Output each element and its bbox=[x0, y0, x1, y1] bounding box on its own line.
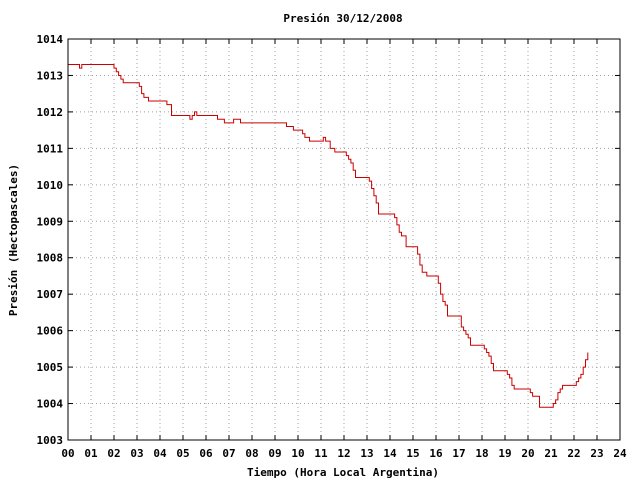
x-tick-label: 19 bbox=[498, 447, 511, 460]
x-tick-label: 07 bbox=[222, 447, 235, 460]
pressure-series-line bbox=[68, 64, 589, 408]
y-tick-label: 1014 bbox=[37, 33, 64, 46]
x-tick-label: 03 bbox=[130, 447, 143, 460]
y-tick-label: 1010 bbox=[37, 179, 64, 192]
x-tick-label: 13 bbox=[360, 447, 373, 460]
y-tick-label: 1007 bbox=[37, 288, 64, 301]
y-tick-label: 1011 bbox=[37, 142, 64, 155]
x-tick-label: 12 bbox=[337, 447, 350, 460]
x-tick-label: 06 bbox=[199, 447, 213, 460]
y-tick-label: 1004 bbox=[37, 398, 64, 411]
series-group bbox=[68, 64, 589, 408]
x-tick-label: 20 bbox=[521, 447, 534, 460]
chart-title: Presión 30/12/2008 bbox=[283, 12, 402, 25]
x-tick-label: 23 bbox=[590, 447, 603, 460]
x-tick-label: 14 bbox=[383, 447, 397, 460]
x-tick-label: 11 bbox=[314, 447, 328, 460]
y-tick-label: 1009 bbox=[37, 215, 64, 228]
x-tick-label: 21 bbox=[544, 447, 558, 460]
y-tick-label: 1005 bbox=[37, 361, 64, 374]
y-tick-label: 1012 bbox=[37, 106, 64, 119]
x-tick-label: 16 bbox=[429, 447, 443, 460]
x-tick-label: 02 bbox=[107, 447, 120, 460]
x-tick-label: 00 bbox=[61, 447, 74, 460]
y-tick-label: 1006 bbox=[37, 325, 64, 338]
x-tick-label: 04 bbox=[153, 447, 167, 460]
x-axis-label: Tiempo (Hora Local Argentina) bbox=[247, 466, 439, 479]
x-tick-label: 05 bbox=[176, 447, 189, 460]
x-tick-label: 01 bbox=[84, 447, 98, 460]
x-tick-label: 10 bbox=[291, 447, 304, 460]
y-tick-label: 1013 bbox=[37, 69, 64, 82]
y-tick-label: 1008 bbox=[37, 252, 64, 265]
x-tick-label: 18 bbox=[475, 447, 488, 460]
x-tick-label: 22 bbox=[567, 447, 580, 460]
plot-frame bbox=[67, 38, 621, 441]
axis-ticks: 00 01 02 03 04 05 06 07 08 09 10 11 12 13 14 15 16 17 18 19… bbox=[37, 33, 627, 460]
x-tick-label: 09 bbox=[268, 447, 281, 460]
grid-lines bbox=[68, 39, 620, 440]
x-tick-label: 15 bbox=[406, 447, 419, 460]
y-tick-label: 1003 bbox=[37, 434, 64, 447]
x-tick-label: 24 bbox=[613, 447, 627, 460]
x-tick-label: 17 bbox=[452, 447, 465, 460]
y-axis-label: Presión (Hectopascales) bbox=[7, 164, 20, 316]
x-tick-label: 08 bbox=[245, 447, 258, 460]
